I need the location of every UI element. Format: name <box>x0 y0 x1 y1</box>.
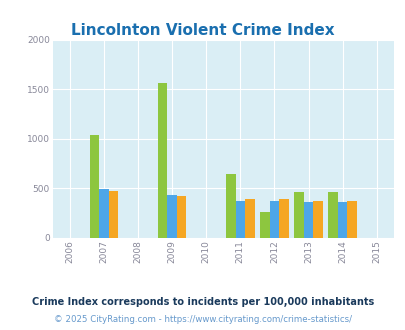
Text: © 2025 CityRating.com - https://www.cityrating.com/crime-statistics/: © 2025 CityRating.com - https://www.city… <box>54 315 351 324</box>
Bar <box>177 196 186 238</box>
Bar <box>303 202 313 238</box>
Bar <box>90 135 99 238</box>
Bar <box>279 199 288 238</box>
Bar <box>347 201 356 238</box>
Bar <box>269 201 279 238</box>
Bar <box>158 83 167 238</box>
Bar <box>313 201 322 238</box>
Bar <box>226 174 235 238</box>
Text: Lincolnton Violent Crime Index: Lincolnton Violent Crime Index <box>71 23 334 38</box>
Bar <box>337 202 347 238</box>
Bar <box>260 212 269 238</box>
Bar <box>245 199 254 238</box>
Bar <box>167 195 177 238</box>
Bar <box>294 191 303 238</box>
Bar <box>99 189 109 238</box>
Bar <box>109 191 118 238</box>
Text: Crime Index corresponds to incidents per 100,000 inhabitants: Crime Index corresponds to incidents per… <box>32 297 373 307</box>
Bar <box>235 201 245 238</box>
Bar <box>328 191 337 238</box>
